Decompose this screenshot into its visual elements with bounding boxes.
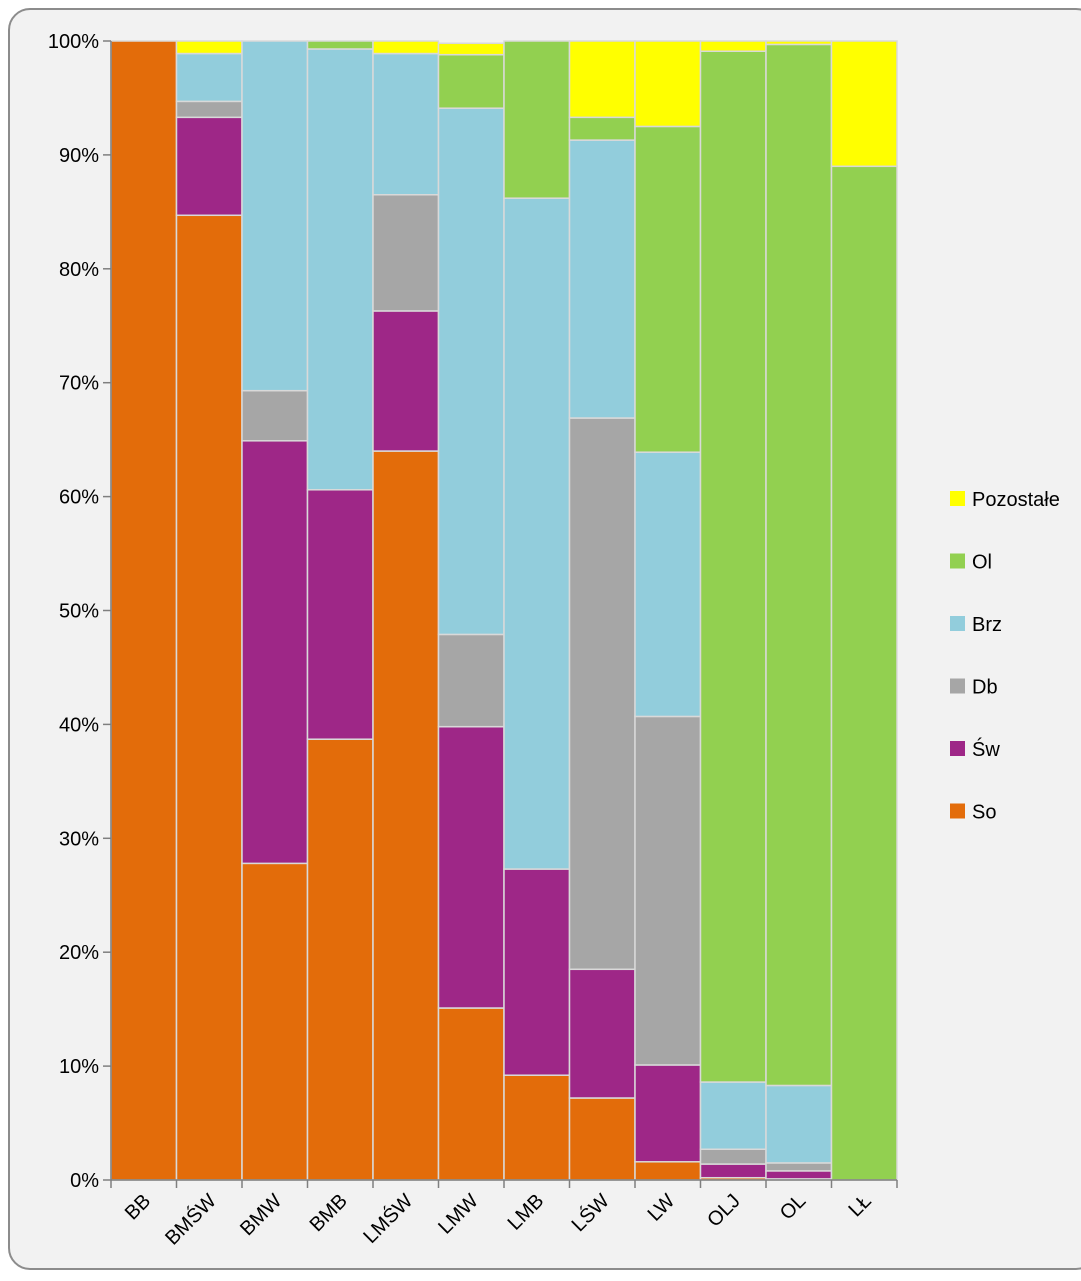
bar-segment-so-lmw [437,1007,505,1181]
y-tick-label: 40% [59,714,99,736]
bars-layer [110,40,898,1181]
bar-segment-ol-lśw [568,116,636,141]
bar-segment-db-bmw [241,389,309,442]
bar-segment-db-lmw [437,633,505,728]
bar-segment-brz-lmśw [372,52,440,196]
y-tick-label: 10% [59,1056,99,1078]
legend-swatch-św [950,741,965,756]
bar-segment-so-bmśw [175,214,243,1181]
bar-segment-brz-lw [634,451,702,718]
bar-segment-św-lmśw [372,310,440,452]
bar-segment-db-ol [765,1162,833,1172]
bar-segment-ol-lmb [503,40,571,199]
bar-segment-św-lmb [503,868,571,1076]
bar-segment-pozostałe-olj [699,40,767,53]
y-tick-label: 20% [59,942,99,964]
bar-segment-ol-olj [699,50,767,1083]
legend-label-św: Św [972,737,1000,761]
legend-swatch-pozostałe [950,491,965,506]
x-tick-label-lw: LW [644,1190,680,1226]
bar-segment-so-bmw [241,862,309,1181]
bar-segment-pozostałe-lw [634,40,702,128]
bar-segment-św-lśw [568,968,636,1099]
bar-segment-św-bmb [306,489,374,740]
bar-segment-so-lmśw [372,450,440,1181]
legend-swatch-ol [950,553,965,569]
bar-segment-ol-lw [634,125,702,453]
bar-segment-św-lw [634,1064,702,1163]
bar-segment-brz-lmb [503,197,571,870]
y-tick-label: 0% [70,1170,99,1192]
legend-swatch-so [950,803,965,819]
bar-segment-św-olj [699,1163,767,1179]
bar-segment-pozostałe-bmśw [175,40,243,55]
x-tick-label-bmw: BMW [236,1190,286,1240]
bar-segment-brz-bmw [241,40,309,392]
x-tick-label-bmśw: BMŚW [160,1188,221,1249]
legend-swatch-db [950,678,965,694]
bar-segment-pozostałe-lśw [568,40,636,119]
bar-segment-św-bmw [241,440,309,865]
bar-segment-ol-bmb [306,40,374,50]
bar-segment-św-bmśw [175,116,243,217]
x-tick-label-ol: OL [776,1190,810,1224]
legend-label-pozostałe: Pozostałe [972,489,1060,511]
y-tick-label: 60% [59,487,99,509]
legend-label-brz: Brz [972,614,1002,636]
bar-segment-brz-lśw [568,139,636,419]
legend-swatch-brz [950,616,965,631]
x-tick-label-lśw: LŚW [566,1188,614,1236]
bar-segment-ol-lmw [437,53,505,109]
bar-segment-pozostałe-lmw [437,42,505,56]
legend-label-ol: Ol [972,552,992,574]
bar-segment-św-ol [765,1170,833,1180]
legend: Pozostałe Ol Brz Db Św So [950,489,1060,824]
x-tick-label-lmśw: LMŚW [358,1188,417,1247]
bar-segment-brz-ol [765,1084,833,1164]
x-tick-label-lmw: LMW [434,1190,483,1239]
bar-segment-so-lmb [503,1074,571,1181]
bar-segment-db-bmśw [175,100,243,119]
y-tick-label: 50% [59,601,99,623]
x-tick-label-lmb: LMB [504,1190,549,1235]
y-tick-label: 100% [48,31,99,53]
bar-segment-brz-bmśw [175,52,243,103]
y-tick-label: 90% [59,145,99,167]
bar-segment-so-bmb [306,738,374,1181]
bar-segment-pozostałe-ol [765,40,833,46]
bar-segment-db-lśw [568,417,636,971]
bar-segment-db-lw [634,715,702,1066]
bar-segment-ol-lł [830,165,898,1181]
bar-segment-pozostałe-lł [830,40,898,168]
bar-segment-brz-lmw [437,107,505,636]
bar-segment-ol-ol [765,43,833,1087]
x-tick-label-bmb: BMB [306,1190,352,1236]
y-tick-label: 30% [59,828,99,850]
y-tick-label: 70% [59,373,99,395]
bar-segment-brz-bmb [306,48,374,491]
legend-label-db: Db [972,677,998,699]
bar-segment-so-bb [110,40,178,1181]
x-tick-label-olj: OLJ [703,1190,744,1231]
x-tick-label-lł: LŁ [844,1190,875,1221]
bar-segment-św-lmw [437,725,505,1009]
bar-segment-brz-olj [699,1081,767,1150]
y-tick-label: 80% [59,259,99,281]
bar-segment-db-lmśw [372,194,440,312]
bar-segment-pozostałe-lmśw [372,40,440,55]
legend-label-so: So [972,802,996,824]
bar-segment-so-lśw [568,1097,636,1181]
x-tick-label-bb: BB [121,1190,155,1224]
bar-segment-db-olj [699,1148,767,1165]
bar-segment-so-lw [634,1161,702,1181]
